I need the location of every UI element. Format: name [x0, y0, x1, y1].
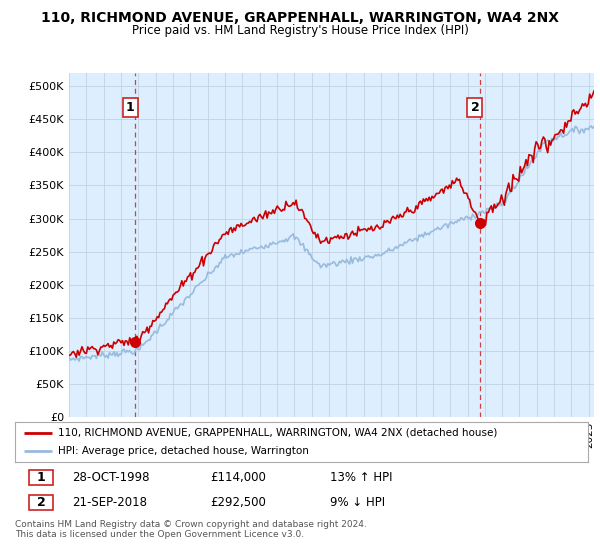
Text: 110, RICHMOND AVENUE, GRAPPENHALL, WARRINGTON, WA4 2NX: 110, RICHMOND AVENUE, GRAPPENHALL, WARRI…	[41, 11, 559, 25]
FancyBboxPatch shape	[29, 496, 53, 510]
Text: 21-SEP-2018: 21-SEP-2018	[73, 496, 148, 509]
FancyBboxPatch shape	[29, 470, 53, 484]
Text: 110, RICHMOND AVENUE, GRAPPENHALL, WARRINGTON, WA4 2NX (detached house): 110, RICHMOND AVENUE, GRAPPENHALL, WARRI…	[58, 428, 497, 437]
Text: 28-OCT-1998: 28-OCT-1998	[73, 471, 150, 484]
Text: 2: 2	[37, 496, 46, 509]
Text: 13% ↑ HPI: 13% ↑ HPI	[330, 471, 392, 484]
Text: 1: 1	[37, 471, 46, 484]
Text: 2: 2	[470, 101, 479, 114]
Text: £292,500: £292,500	[210, 496, 266, 509]
Text: 9% ↓ HPI: 9% ↓ HPI	[330, 496, 385, 509]
Text: Price paid vs. HM Land Registry's House Price Index (HPI): Price paid vs. HM Land Registry's House …	[131, 24, 469, 36]
Text: £114,000: £114,000	[210, 471, 266, 484]
Text: HPI: Average price, detached house, Warrington: HPI: Average price, detached house, Warr…	[58, 446, 309, 456]
Text: Contains HM Land Registry data © Crown copyright and database right 2024.
This d: Contains HM Land Registry data © Crown c…	[15, 520, 367, 539]
Text: 1: 1	[126, 101, 134, 114]
